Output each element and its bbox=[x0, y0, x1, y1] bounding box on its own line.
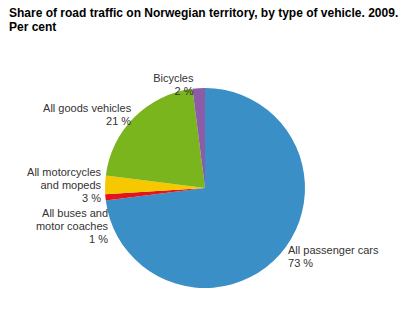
svg-text:motor coaches: motor coaches bbox=[36, 220, 109, 232]
svg-text:and mopeds: and mopeds bbox=[41, 179, 102, 191]
svg-text:2 %: 2 % bbox=[175, 85, 194, 97]
svg-text:All passenger cars: All passenger cars bbox=[288, 244, 379, 256]
svg-text:21 %: 21 % bbox=[106, 115, 131, 127]
svg-text:73 %: 73 % bbox=[288, 257, 313, 269]
svg-text:1 %: 1 % bbox=[89, 233, 108, 245]
svg-text:Per cent: Per cent bbox=[9, 20, 56, 34]
svg-text:All motorcycles: All motorcycles bbox=[27, 166, 101, 178]
svg-text:Bicycles: Bicycles bbox=[153, 72, 194, 84]
svg-text:3 %: 3 % bbox=[82, 192, 101, 204]
svg-text:All buses and: All buses and bbox=[42, 207, 108, 219]
svg-text:Share of road traffic on Norwe: Share of road traffic on Norwegian terri… bbox=[9, 6, 398, 20]
svg-text:All goods vehicles: All goods vehicles bbox=[43, 102, 132, 114]
